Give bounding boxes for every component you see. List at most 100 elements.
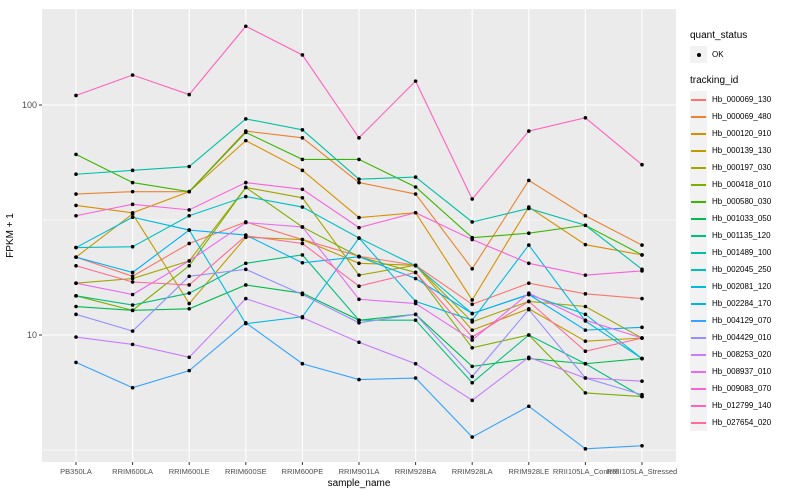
data-point: [130, 280, 135, 284]
data-point: [357, 320, 361, 325]
data-point: [527, 231, 531, 236]
data-point: [470, 435, 475, 439]
data-point: [187, 355, 191, 360]
legend-item: Hb_001135_120: [690, 227, 798, 244]
data-point: [74, 255, 78, 259]
data-point: [74, 172, 78, 177]
data-point: [527, 281, 531, 285]
legend-item-label: Hb_004429_010: [712, 333, 772, 342]
data-point: [244, 194, 248, 199]
legend-item: Hb_000069_130: [690, 91, 798, 108]
legend-item-label: Hb_027654_020: [712, 418, 772, 427]
data-point: [244, 261, 248, 266]
data-point: [640, 269, 644, 273]
data-point: [300, 136, 305, 140]
y-tick-label: 100: [22, 100, 37, 110]
data-point: [74, 294, 78, 298]
data-point: [413, 192, 418, 196]
legend-key-swatch: [690, 346, 707, 363]
data-point: [357, 318, 361, 322]
data-point: [74, 213, 78, 218]
legend-key-swatch: [690, 193, 707, 210]
data-point: [583, 349, 588, 354]
data-point: [187, 259, 191, 263]
data-point: [413, 210, 418, 215]
data-point: [300, 128, 305, 132]
data-point: [640, 336, 644, 340]
legend-key-swatch: [690, 261, 707, 278]
legend-item-label: Hb_000120_910: [712, 129, 772, 138]
data-point: [300, 261, 305, 265]
legend-key-swatch: [690, 176, 707, 193]
data-point: [527, 206, 531, 211]
data-point: [413, 185, 418, 189]
legend-item: Hb_000069_480: [690, 108, 798, 125]
data-point: [300, 168, 305, 173]
legend-block-tracking-id: tracking_id Hb_000069_130 Hb_000069_480 Hb…: [690, 75, 798, 431]
data-point: [74, 152, 78, 157]
data-point: [357, 136, 361, 140]
data-point: [130, 73, 135, 77]
data-point: [300, 237, 305, 242]
data-point: [300, 53, 305, 57]
legend-item-label: Hb_001033_050: [712, 214, 772, 223]
data-point: [470, 380, 475, 385]
data-point: [470, 328, 475, 332]
x-tick-label: RRIM600PE: [282, 467, 324, 476]
data-point: [413, 79, 418, 83]
data-point: [640, 296, 644, 301]
data-point: [300, 253, 305, 257]
legend-item: Hb_027654_020: [690, 414, 798, 431]
data-point: [527, 404, 531, 409]
data-point: [187, 164, 191, 169]
legend-item: Hb_009083_070: [690, 380, 798, 397]
data-point: [583, 292, 588, 296]
data-point: [583, 223, 588, 228]
data-point: [187, 241, 191, 246]
legend-item-label: Hb_012799_140: [712, 401, 772, 410]
data-point: [74, 203, 78, 208]
data-point: [130, 303, 135, 307]
legend-key-swatch: [690, 159, 707, 176]
data-point: [130, 215, 135, 220]
data-point: [640, 325, 644, 330]
legend-item: Hb_012799_140: [690, 397, 798, 414]
data-point: [130, 308, 135, 313]
legend-key-swatch: [690, 244, 707, 261]
legend-item-label: Hb_002045_250: [712, 265, 772, 274]
data-point: [244, 185, 248, 190]
data-point: [470, 398, 475, 403]
data-point: [527, 243, 531, 247]
data-point: [413, 175, 418, 179]
data-point: [470, 374, 475, 379]
data-point: [640, 253, 644, 257]
data-point: [527, 178, 531, 183]
data-point: [357, 236, 361, 240]
legend-item-label: Hb_009083_070: [712, 384, 772, 393]
legend-item: Hb_000418_010: [690, 176, 798, 193]
data-point: [470, 311, 475, 316]
legend-item: Hb_000139_130: [690, 142, 798, 159]
data-point: [300, 187, 305, 192]
data-point: [470, 335, 475, 339]
data-point: [74, 304, 78, 309]
legend-item-label: OK: [712, 50, 724, 59]
data-point: [300, 292, 305, 297]
legend-item: Hb_002284_170: [690, 295, 798, 312]
data-point: [583, 361, 588, 366]
data-point: [130, 202, 135, 207]
legend-key-swatch: [690, 227, 707, 244]
data-point: [187, 228, 191, 232]
data-point: [130, 292, 135, 297]
data-point: [74, 263, 78, 268]
data-point: [413, 318, 418, 322]
x-tick-label: PB350LA: [60, 467, 92, 476]
legend-item-label: Hb_000580_030: [712, 197, 772, 206]
data-point: [413, 270, 418, 275]
data-point: [187, 306, 191, 311]
legend-item: Hb_001033_050: [690, 210, 798, 227]
data-point: [187, 274, 191, 279]
y-axis-title: FPKM + 1: [5, 213, 16, 258]
data-point: [470, 220, 475, 224]
